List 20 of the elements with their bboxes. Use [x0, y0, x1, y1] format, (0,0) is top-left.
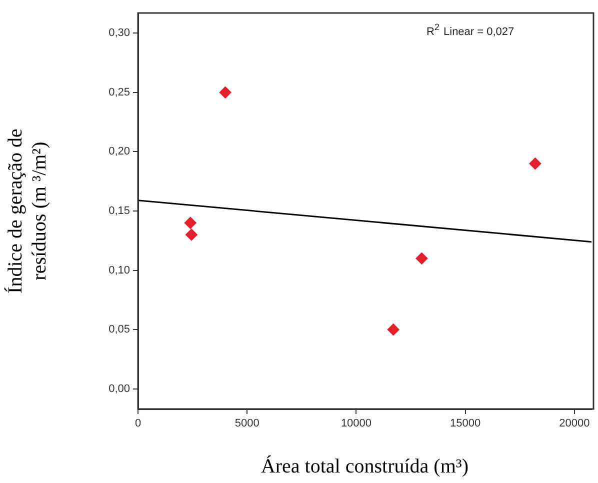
point — [185, 228, 198, 241]
y-tick-label: 0,10 — [108, 264, 130, 276]
point — [416, 252, 428, 264]
x-axis-title: Área total construída (m³) — [260, 454, 469, 478]
point — [529, 158, 542, 170]
point — [387, 324, 400, 336]
point — [219, 86, 232, 98]
x-tick-label: 15000 — [450, 418, 481, 430]
y-tick-label: 0,25 — [108, 86, 130, 98]
y-tick-label: 0,15 — [108, 205, 130, 218]
x-tick-label: 20000 — [559, 418, 590, 430]
x-tick-label: 0 — [134, 418, 142, 430]
x-tick-label: 5000 — [234, 418, 260, 430]
y-tick-label: 0,00 — [108, 382, 130, 395]
y-axis-title: Índice de geração de resíduos (m ³/m²) — [3, 128, 50, 294]
y-tick-label: 0,05 — [108, 324, 130, 336]
point — [184, 216, 196, 229]
x-tick-label: 10000 — [340, 418, 372, 430]
y-tick-label: 0,20 — [108, 146, 130, 158]
y-tick-label: 0,30 — [108, 27, 130, 40]
